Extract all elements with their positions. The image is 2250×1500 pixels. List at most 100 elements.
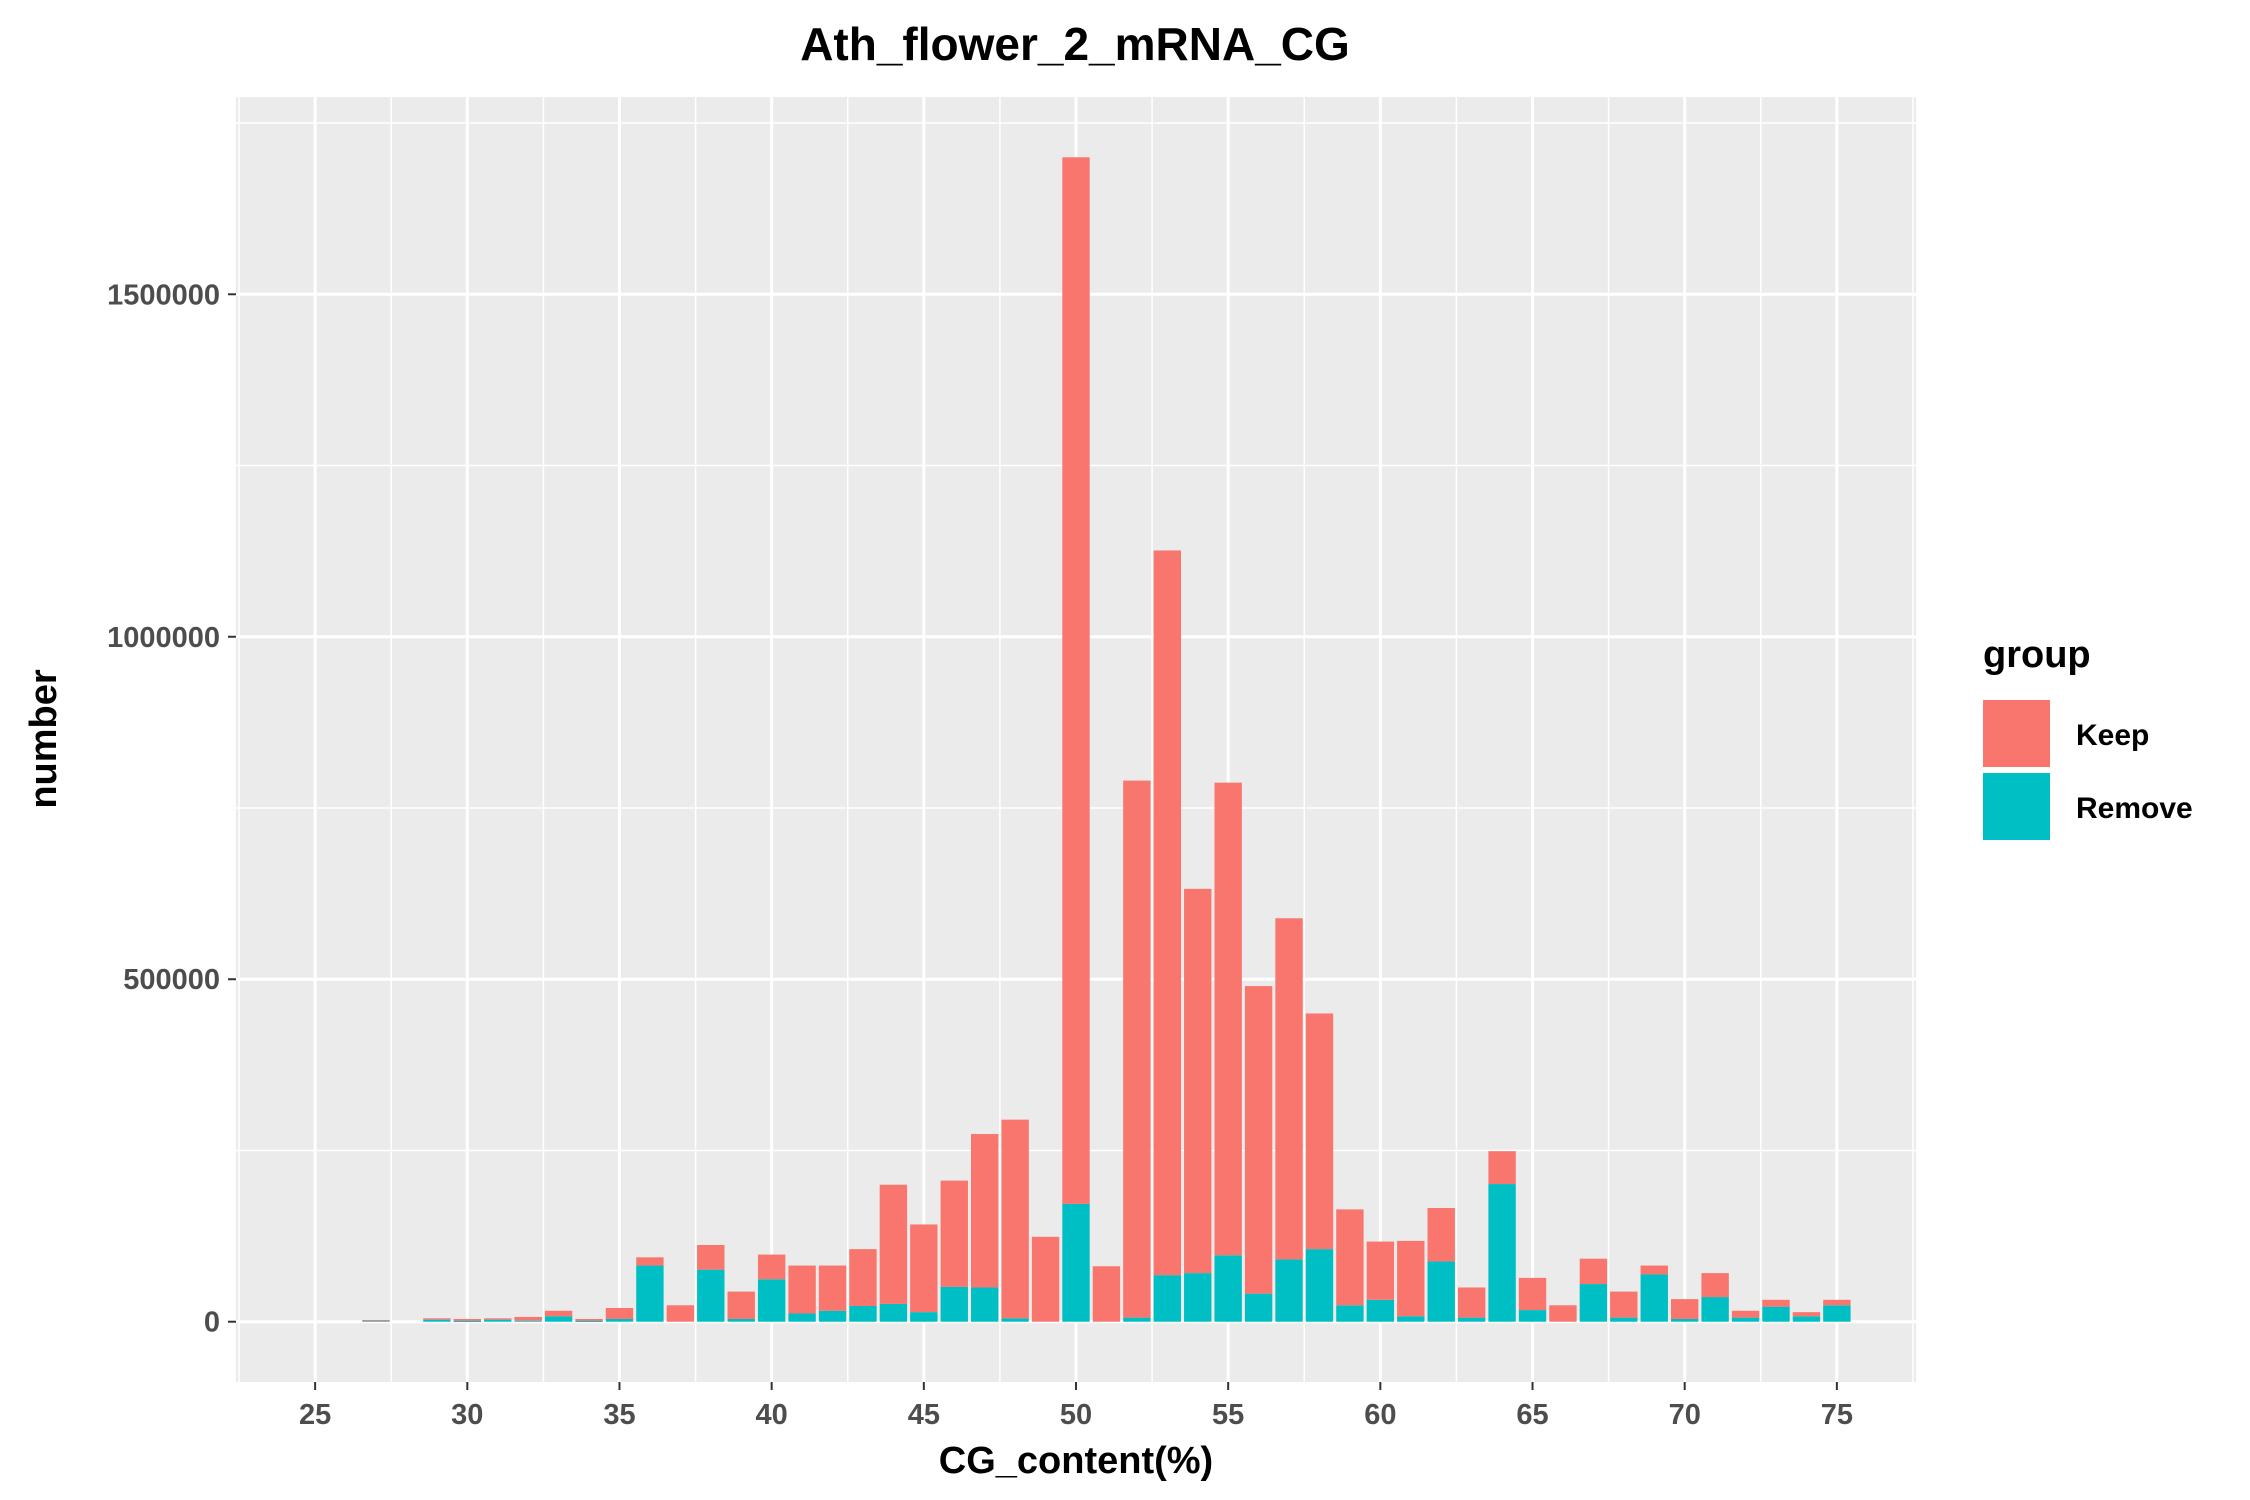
y-axis-title: number [23,669,65,809]
bar-keep-62 [1427,1208,1455,1262]
bar-keep-43 [849,1249,877,1306]
bar-keep-33 [544,1310,573,1317]
bar-remove-57 [1275,1259,1303,1322]
x-tick-label: 50 [1060,1399,1092,1431]
bar-remove-72 [1731,1317,1760,1322]
bar-remove-74 [1792,1316,1821,1322]
bar-keep-71 [1701,1273,1729,1298]
bar-keep-51 [1092,1266,1121,1322]
bar-remove-53 [1153,1275,1181,1322]
y-tick-label: 1500000 [107,279,220,311]
bar-keep-30 [453,1318,481,1322]
bar-keep-53 [1153,550,1181,1276]
bar-keep-49 [1031,1236,1060,1322]
x-tick-label: 70 [1669,1399,1701,1431]
bar-remove-47 [971,1287,999,1322]
legend-title: group [1983,634,2091,676]
x-tick-label: 40 [756,1399,788,1431]
y-tick-label: 1000000 [107,622,220,654]
bar-keep-56 [1244,986,1273,1294]
bar-keep-55 [1214,782,1242,1256]
bar-remove-39 [727,1318,755,1322]
bar-remove-33 [544,1316,573,1322]
bar-remove-59 [1336,1305,1364,1322]
bar-keep-69 [1640,1265,1668,1275]
bar-remove-32 [514,1320,542,1322]
bar-remove-61 [1397,1316,1425,1322]
bar-remove-30 [453,1321,481,1323]
bar-remove-46 [940,1286,968,1322]
legend-swatch-keep [1983,700,2050,767]
bar-remove-71 [1701,1297,1729,1322]
x-axis-title: CG_content(%) [939,1440,1213,1482]
bar-keep-59 [1336,1209,1364,1306]
bar-remove-54 [1184,1273,1212,1322]
bar-remove-45 [910,1312,938,1322]
bar-keep-34 [575,1318,603,1322]
bar-keep-54 [1184,888,1212,1274]
x-tick-label: 35 [603,1399,635,1431]
bar-remove-42 [818,1310,847,1322]
bar-remove-34 [575,1321,603,1323]
bar-keep-63 [1457,1287,1486,1318]
bar-keep-41 [788,1265,816,1314]
x-tick-label: 60 [1364,1399,1396,1431]
bar-keep-29 [423,1318,451,1320]
bars [362,157,1851,1323]
bar-keep-48 [1001,1119,1029,1319]
y-axis: 0 500000 1000000 1500000 [107,279,236,1339]
bar-keep-64 [1488,1151,1516,1185]
chart-title: Ath_flower_2_mRNA_CG [800,18,1350,70]
bar-remove-31 [484,1319,512,1322]
x-tick-label: 30 [451,1399,483,1431]
bar-remove-64 [1488,1184,1516,1322]
bar-remove-41 [788,1313,816,1322]
bar-remove-62 [1427,1261,1455,1322]
bar-keep-65 [1518,1277,1547,1311]
bar-remove-69 [1640,1274,1668,1322]
bar-remove-50 [1062,1203,1090,1322]
bar-keep-60 [1366,1241,1395,1300]
bar-keep-32 [514,1316,542,1321]
bar-remove-68 [1610,1317,1638,1322]
bar-remove-27 [362,1320,390,1322]
bar-remove-29 [423,1319,451,1322]
bar-remove-48 [1001,1318,1029,1322]
bar-remove-73 [1762,1306,1790,1322]
bar-keep-72 [1731,1310,1760,1318]
x-tick-label: 55 [1212,1399,1244,1431]
bar-keep-31 [484,1318,512,1320]
bar-remove-38 [697,1269,725,1322]
bar-keep-73 [1762,1299,1790,1307]
bar-keep-75 [1823,1299,1851,1306]
bar-keep-68 [1610,1291,1638,1318]
bar-keep-67 [1579,1258,1608,1285]
bar-remove-65 [1518,1310,1547,1322]
bar-keep-57 [1275,918,1303,1260]
legend-label-keep: Keep [2076,719,2149,752]
bar-keep-36 [636,1257,664,1266]
bar-remove-75 [1823,1305,1851,1322]
bar-remove-35 [605,1318,634,1322]
bar-keep-50 [1062,157,1090,1204]
y-tick-label: 0 [204,1307,220,1339]
bar-keep-47 [971,1134,999,1288]
bar-keep-74 [1792,1312,1821,1317]
bar-keep-45 [910,1224,938,1313]
bar-keep-70 [1671,1299,1699,1319]
bar-keep-38 [697,1245,725,1270]
bar-remove-67 [1579,1284,1608,1322]
bar-remove-58 [1305,1249,1334,1322]
bar-remove-60 [1366,1299,1395,1322]
bar-keep-40 [757,1254,786,1280]
bar-keep-46 [940,1180,968,1287]
bar-keep-35 [605,1308,634,1319]
bar-remove-43 [849,1305,877,1322]
x-tick-label: 75 [1821,1399,1853,1431]
bar-keep-58 [1305,1013,1334,1250]
bar-remove-40 [757,1279,786,1322]
bar-remove-44 [879,1303,908,1322]
x-tick-label: 65 [1516,1399,1548,1431]
bar-keep-39 [727,1291,755,1319]
